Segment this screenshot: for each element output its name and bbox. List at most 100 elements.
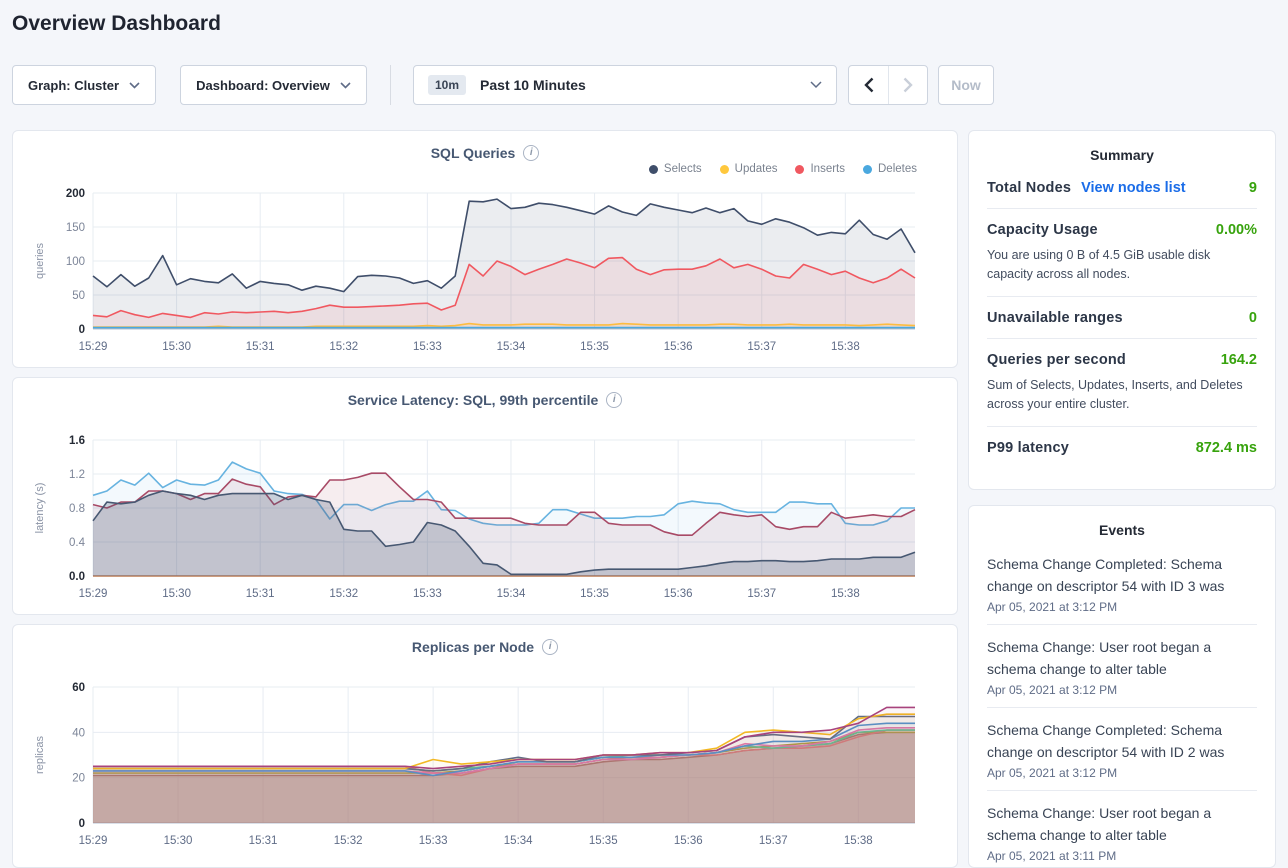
legend-label: Inserts	[810, 163, 845, 175]
unavailable-ranges-label: Unavailable ranges	[987, 310, 1123, 326]
capacity-usage-value: 0.00%	[1215, 222, 1257, 238]
legend-item-inserts: Inserts	[795, 163, 845, 175]
info-icon[interactable]: i	[523, 145, 540, 161]
event-timestamp: Apr 05, 2021 at 3:11 PM	[987, 849, 1117, 863]
total-nodes-value: 9	[1248, 180, 1257, 196]
now-button-label: Now	[951, 77, 981, 93]
event-item: Schema Change Completed: Schema change o…	[987, 708, 1257, 791]
svg-text:15:38: 15:38	[831, 588, 860, 600]
qps-value: 164.2	[1220, 352, 1257, 368]
legend-item-deletes: Deletes	[863, 163, 917, 175]
chevron-right-icon	[903, 77, 913, 93]
graph-dropdown-label: Graph: Cluster	[27, 77, 119, 93]
svg-text:15:34: 15:34	[504, 835, 533, 847]
svg-text:15:30: 15:30	[162, 341, 191, 353]
summary-panel: Summary Total Nodes View nodes list 9 Ca…	[968, 130, 1276, 490]
info-icon[interactable]: i	[542, 639, 559, 655]
chevron-down-icon	[810, 81, 822, 89]
event-timestamp: Apr 05, 2021 at 3:12 PM	[987, 600, 1118, 614]
event-item: Schema Change: User root began a schema …	[987, 791, 1257, 867]
summary-row-total-nodes: Total Nodes View nodes list 9	[987, 167, 1257, 209]
svg-text:0: 0	[79, 818, 85, 830]
prev-interval-button[interactable]	[849, 66, 888, 104]
event-item: Schema Change: User root began a schema …	[987, 625, 1257, 708]
legend-item-selects: Selects	[648, 163, 702, 175]
svg-text:15:30: 15:30	[164, 835, 193, 847]
legend-label: Selects	[663, 163, 702, 175]
capacity-usage-label: Capacity Usage	[987, 222, 1098, 238]
chart-legend: Selects Updates Inserts Deletes	[648, 163, 917, 175]
svg-text:15:37: 15:37	[747, 588, 776, 600]
replicas-per-node-chart[interactable]: 15:29 15:30 15:31 15:32 15:33 15:34 15:35 15:36…	[29, 677, 943, 858]
next-interval-button[interactable]	[888, 66, 927, 104]
legend-dot-icon	[863, 164, 872, 174]
svg-text:15:34: 15:34	[497, 588, 526, 600]
graph-dropdown[interactable]: Graph: Cluster	[12, 65, 156, 105]
svg-text:15:33: 15:33	[419, 835, 448, 847]
sql-queries-chart-panel: SQL Queries i Selects Updates Inserts Delet…	[12, 130, 958, 368]
svg-text:200: 200	[66, 188, 85, 200]
now-button[interactable]: Now	[938, 65, 994, 105]
svg-text:15:29: 15:29	[79, 835, 108, 847]
dashboard-dropdown-label: Dashboard: Overview	[196, 77, 330, 93]
replicas-per-node-chart-panel: Replicas per Node i 15:29 15:30 15:31 15:32…	[12, 624, 958, 868]
service-latency-chart-panel: Service Latency: SQL, 99th percentile i …	[12, 377, 958, 615]
svg-text:15:36: 15:36	[664, 341, 693, 353]
svg-text:15:32: 15:32	[334, 835, 363, 847]
p99-latency-value: 872.4 ms	[1195, 440, 1257, 456]
svg-text:15:32: 15:32	[329, 341, 358, 353]
svg-text:15:31: 15:31	[249, 835, 278, 847]
svg-text:15:30: 15:30	[162, 588, 191, 600]
svg-text:latency (s): latency (s)	[34, 483, 46, 534]
svg-text:50: 50	[72, 290, 85, 302]
svg-text:15:32: 15:32	[329, 588, 358, 600]
svg-text:150: 150	[66, 222, 85, 234]
svg-text:20: 20	[72, 773, 85, 785]
svg-text:60: 60	[72, 682, 85, 694]
event-timestamp: Apr 05, 2021 at 3:12 PM	[987, 766, 1118, 780]
time-range-selector[interactable]: 10m Past 10 Minutes	[413, 65, 837, 105]
p99-latency-label: P99 latency	[987, 440, 1069, 456]
total-nodes-label: Total Nodes	[987, 180, 1072, 196]
qps-label: Queries per second	[987, 352, 1126, 368]
view-nodes-list-link[interactable]: View nodes list	[1081, 180, 1186, 196]
svg-text:15:35: 15:35	[580, 341, 609, 353]
svg-text:queries: queries	[34, 242, 46, 279]
svg-text:40: 40	[72, 727, 85, 739]
summary-row-capacity: Capacity Usage 0.00% You are using 0 B o…	[987, 209, 1257, 297]
info-icon[interactable]: i	[606, 392, 623, 408]
legend-dot-icon	[648, 164, 658, 174]
chart-title: Replicas per Node	[411, 639, 535, 655]
service-latency-chart[interactable]: 15:29 15:30 15:31 15:32 15:33 15:34 15:35 15:36…	[29, 430, 943, 611]
sql-queries-chart[interactable]: 15:29 15:30 15:31 15:32 15:33 15:34 15:35 15:36…	[29, 183, 943, 364]
legend-item-updates: Updates	[719, 163, 778, 175]
svg-text:1.6: 1.6	[69, 435, 85, 447]
time-range-badge: 10m	[428, 75, 467, 95]
event-text: Schema Change: User root began a schema …	[987, 805, 1212, 843]
time-range-label: Past 10 Minutes	[480, 77, 586, 93]
event-text: Schema Change Completed: Schema change o…	[987, 556, 1225, 594]
svg-text:15:29: 15:29	[79, 341, 108, 353]
svg-text:15:36: 15:36	[664, 588, 693, 600]
svg-text:15:36: 15:36	[674, 835, 703, 847]
svg-text:0.0: 0.0	[69, 571, 85, 583]
page-title: Overview Dashboard	[12, 12, 221, 35]
summary-row-qps: Queries per second 164.2 Sum of Selects,…	[987, 339, 1257, 427]
chart-title: Service Latency: SQL, 99th percentile	[347, 392, 599, 408]
event-text: Schema Change Completed: Schema change o…	[987, 722, 1225, 760]
chevron-down-icon	[129, 81, 140, 89]
qps-desc: Sum of Selects, Updates, Inserts, and De…	[987, 378, 1243, 411]
svg-text:15:31: 15:31	[246, 341, 275, 353]
events-panel: Events Schema Change Completed: Schema c…	[968, 505, 1276, 868]
capacity-usage-desc: You are using 0 B of 4.5 GiB usable disk…	[987, 248, 1211, 281]
svg-text:0.4: 0.4	[69, 537, 86, 549]
svg-text:100: 100	[66, 256, 85, 268]
event-item: Schema Change Completed: Schema change o…	[987, 542, 1257, 625]
legend-label: Updates	[734, 163, 778, 175]
time-step-buttons	[848, 65, 928, 105]
svg-text:1.2: 1.2	[69, 469, 85, 481]
svg-text:15:37: 15:37	[759, 835, 788, 847]
svg-text:15:35: 15:35	[589, 835, 618, 847]
svg-text:15:33: 15:33	[413, 341, 442, 353]
dashboard-dropdown[interactable]: Dashboard: Overview	[180, 65, 367, 105]
